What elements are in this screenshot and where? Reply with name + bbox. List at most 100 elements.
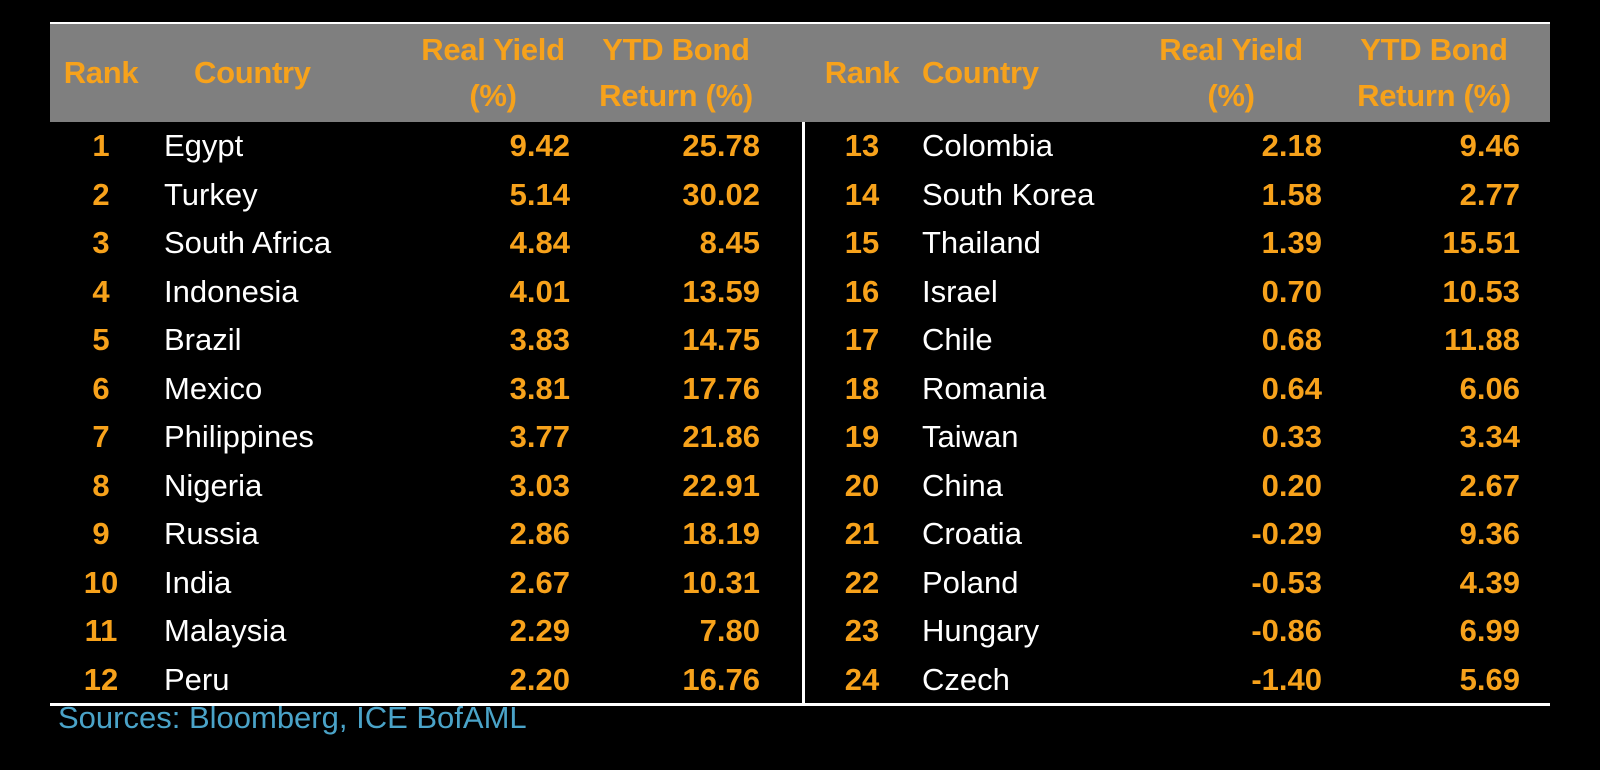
ytd-return-cell: 16.76 xyxy=(682,661,760,697)
table-row: 1 Egypt 9.42 25.78 xyxy=(50,122,788,171)
real-yield-cell: 2.18 xyxy=(1261,128,1322,163)
table-row: 10 India 2.67 10.31 xyxy=(50,559,788,608)
rank-cell: 20 xyxy=(844,467,880,503)
country-cell: Philippines xyxy=(164,419,314,454)
country-cell: Nigeria xyxy=(164,467,263,503)
real-yield-header: Real Yield (%) xyxy=(421,32,565,113)
ytd-return-cell: 30.02 xyxy=(682,176,760,212)
ytd-return-cell: 8.45 xyxy=(699,225,760,260)
rank-cell: 24 xyxy=(844,661,880,697)
rank-cell: 12 xyxy=(83,661,119,697)
ytd-return-cell: 17.76 xyxy=(682,370,760,406)
table-row: 23 Hungary -0.86 6.99 xyxy=(802,607,1550,656)
table-row: 3 South Africa 4.84 8.45 xyxy=(50,219,788,268)
table-row: 9 Russia 2.86 18.19 xyxy=(50,510,788,559)
table-row: 15 Thailand 1.39 15.51 xyxy=(802,219,1550,268)
country-cell: Thailand xyxy=(922,225,1041,260)
real-yield-cell: 0.70 xyxy=(1261,273,1322,309)
real-yield-cell: 3.77 xyxy=(509,419,570,454)
real-yield-cell: 3.03 xyxy=(509,467,570,503)
real-yield-cell: -0.53 xyxy=(1251,564,1322,600)
center-divider xyxy=(802,122,805,706)
ytd-return-cell: 3.34 xyxy=(1459,419,1520,454)
real-yield-cell: 0.20 xyxy=(1261,467,1322,503)
rank-cell: 23 xyxy=(844,613,880,648)
ytd-return-cell: 10.53 xyxy=(1442,273,1520,309)
country-cell: Chile xyxy=(922,322,993,357)
source-note: Sources: Bloomberg, ICE BofAML xyxy=(58,700,527,735)
ytd-return-cell: 6.06 xyxy=(1459,370,1520,406)
table-row: 19 Taiwan 0.33 3.34 xyxy=(802,413,1550,462)
real-yield-cell: 2.29 xyxy=(509,613,570,648)
table-row: 13 Colombia 2.18 9.46 xyxy=(802,122,1550,171)
ytd-return-cell: 22.91 xyxy=(682,467,760,503)
ytd-return-cell: 6.99 xyxy=(1459,613,1520,648)
real-yield-cell: -0.29 xyxy=(1251,516,1322,551)
country-cell: Brazil xyxy=(164,322,242,357)
country-cell: Romania xyxy=(922,370,1047,406)
real-yield-cell: -0.86 xyxy=(1251,613,1322,648)
country-cell: Taiwan xyxy=(922,419,1019,454)
ytd-return-cell: 11.88 xyxy=(1444,322,1520,357)
rank-cell: 2 xyxy=(92,176,110,212)
real-yield-cell: 4.01 xyxy=(509,273,570,309)
real-yield-cell: 2.67 xyxy=(509,564,570,600)
rank-cell: 15 xyxy=(844,225,880,260)
ytd-return-header: YTD Bond Return (%) xyxy=(599,32,753,113)
rank-cell: 16 xyxy=(844,273,880,309)
header-band xyxy=(50,24,1550,122)
ytd-return-cell: 5.69 xyxy=(1459,661,1520,697)
country-cell: South Korea xyxy=(922,176,1095,212)
rank-cell: 4 xyxy=(92,273,110,309)
table-row: 17 Chile 0.68 11.88 xyxy=(802,316,1550,365)
rank-cell: 18 xyxy=(844,370,880,406)
table-row: 16 Israel 0.70 10.53 xyxy=(802,268,1550,317)
country-header: Country xyxy=(922,55,1039,90)
real-yield-cell: 0.64 xyxy=(1261,370,1322,406)
country-cell: Mexico xyxy=(164,370,263,406)
ytd-return-cell: 9.36 xyxy=(1459,516,1520,551)
country-cell: Indonesia xyxy=(164,273,299,309)
ytd-return-cell: 4.39 xyxy=(1459,564,1520,600)
rank-cell: 22 xyxy=(844,564,880,600)
table-row: 21 Croatia -0.29 9.36 xyxy=(802,510,1550,559)
ytd-return-cell: 2.67 xyxy=(1459,467,1520,503)
real-yield-header: Real Yield (%) xyxy=(1159,32,1303,113)
ytd-return-cell: 14.75 xyxy=(682,322,760,357)
ytd-return-cell: 9.46 xyxy=(1459,128,1520,163)
country-header: Country xyxy=(194,55,311,90)
country-cell: Czech xyxy=(922,661,1010,697)
table-row: 12 Peru 2.20 16.76 xyxy=(50,656,788,705)
ytd-return-cell: 25.78 xyxy=(682,128,760,163)
rank-cell: 19 xyxy=(844,419,880,454)
ytd-return-cell: 7.80 xyxy=(699,613,760,648)
country-cell: Croatia xyxy=(922,516,1022,551)
table-row: 5 Brazil 3.83 14.75 xyxy=(50,316,788,365)
real-yield-cell: 0.68 xyxy=(1261,322,1322,357)
ytd-return-cell: 10.31 xyxy=(682,564,760,600)
real-yield-cell: 9.42 xyxy=(509,128,570,163)
rank-header: Rank xyxy=(824,55,900,90)
ytd-return-header: YTD Bond Return (%) xyxy=(1357,32,1511,113)
country-cell: Hungary xyxy=(922,613,1040,648)
rank-cell: 17 xyxy=(844,322,880,357)
real-yield-cell: 2.86 xyxy=(509,516,570,551)
rank-cell: 5 xyxy=(92,322,110,357)
country-cell: Israel xyxy=(922,273,998,309)
country-cell: India xyxy=(164,564,232,600)
real-yield-cell: 3.83 xyxy=(509,322,570,357)
country-cell: Turkey xyxy=(164,176,258,212)
country-cell: Malaysia xyxy=(164,613,287,648)
rank-cell: 10 xyxy=(83,564,119,600)
rank-cell: 3 xyxy=(92,225,110,260)
real-yield-cell: 1.39 xyxy=(1261,225,1322,260)
country-cell: Russia xyxy=(164,516,259,551)
ytd-return-cell: 15.51 xyxy=(1442,225,1520,260)
rank-cell: 14 xyxy=(844,176,880,212)
rank-cell: 1 xyxy=(92,128,110,163)
table-row: 6 Mexico 3.81 17.76 xyxy=(50,365,788,414)
bottom-rule xyxy=(50,703,1550,706)
rank-cell: 21 xyxy=(844,516,880,551)
real-yield-cell: -1.40 xyxy=(1251,661,1322,697)
